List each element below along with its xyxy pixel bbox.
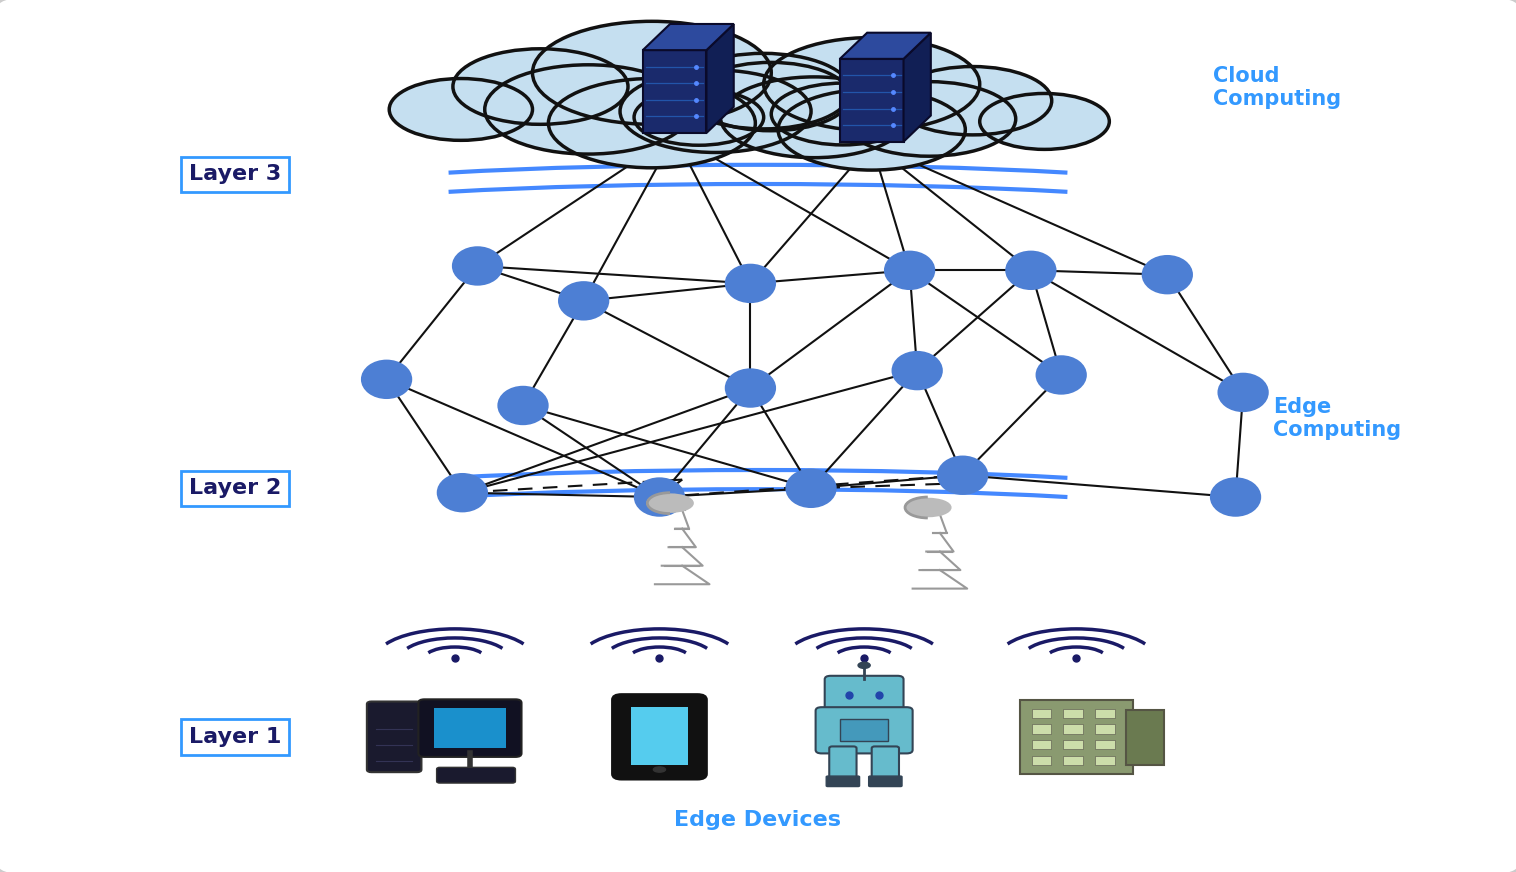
Ellipse shape [893,66,1052,135]
Ellipse shape [620,70,811,153]
Ellipse shape [676,53,850,129]
Ellipse shape [720,77,908,158]
Ellipse shape [549,78,755,167]
FancyBboxPatch shape [1095,708,1116,719]
FancyBboxPatch shape [1063,755,1082,766]
Ellipse shape [1219,374,1267,411]
Ellipse shape [453,49,628,125]
Ellipse shape [1007,252,1055,289]
FancyBboxPatch shape [872,746,899,782]
FancyBboxPatch shape [1063,708,1082,719]
Ellipse shape [885,252,934,289]
Ellipse shape [726,370,775,406]
Polygon shape [643,50,706,133]
Ellipse shape [843,82,1016,156]
Ellipse shape [485,65,691,154]
FancyBboxPatch shape [1063,724,1082,734]
Ellipse shape [764,37,979,131]
Polygon shape [904,32,931,142]
Text: Layer 3: Layer 3 [190,165,280,184]
Ellipse shape [362,361,411,398]
FancyBboxPatch shape [1095,739,1116,750]
FancyBboxPatch shape [826,776,860,787]
Text: Layer 2: Layer 2 [190,479,280,498]
Ellipse shape [635,479,684,515]
FancyBboxPatch shape [434,708,506,748]
FancyBboxPatch shape [1019,699,1132,774]
FancyBboxPatch shape [1031,739,1052,750]
FancyBboxPatch shape [1125,710,1164,766]
Ellipse shape [532,21,772,125]
Ellipse shape [499,387,547,424]
FancyBboxPatch shape [418,699,522,757]
Ellipse shape [726,265,775,302]
FancyBboxPatch shape [1095,755,1116,766]
Ellipse shape [634,89,764,146]
Ellipse shape [778,89,966,170]
Ellipse shape [549,78,755,167]
Ellipse shape [691,63,850,131]
Ellipse shape [438,474,487,511]
Ellipse shape [634,89,764,146]
Ellipse shape [764,37,979,131]
FancyBboxPatch shape [840,719,888,741]
Ellipse shape [390,78,532,140]
Polygon shape [840,59,904,142]
FancyBboxPatch shape [1063,739,1082,750]
Ellipse shape [772,83,914,145]
FancyBboxPatch shape [825,676,904,716]
FancyBboxPatch shape [1031,755,1052,766]
Ellipse shape [653,767,666,773]
Ellipse shape [453,248,502,284]
Ellipse shape [647,494,693,512]
Text: Edge Devices: Edge Devices [675,810,841,829]
Ellipse shape [772,83,914,145]
Text: Layer 1: Layer 1 [190,727,280,746]
Ellipse shape [979,93,1110,149]
Ellipse shape [676,53,850,129]
FancyBboxPatch shape [437,767,515,783]
Polygon shape [840,32,931,59]
Ellipse shape [858,663,870,668]
FancyBboxPatch shape [612,694,706,780]
Ellipse shape [620,70,811,153]
Ellipse shape [778,89,966,170]
Ellipse shape [938,457,987,494]
FancyBboxPatch shape [1031,724,1052,734]
FancyBboxPatch shape [869,776,902,787]
FancyBboxPatch shape [1095,724,1116,734]
Text: Edge
Computing: Edge Computing [1273,397,1402,440]
FancyBboxPatch shape [816,707,913,753]
Ellipse shape [390,78,532,140]
FancyBboxPatch shape [829,746,857,782]
Ellipse shape [1037,357,1085,393]
Ellipse shape [979,93,1110,149]
Polygon shape [643,24,734,50]
Ellipse shape [787,470,835,507]
Text: Cloud
Computing: Cloud Computing [1213,65,1342,109]
Ellipse shape [843,82,1016,156]
FancyBboxPatch shape [367,701,421,773]
Ellipse shape [893,66,1052,135]
Ellipse shape [905,499,951,516]
Ellipse shape [1211,479,1260,515]
Ellipse shape [453,49,628,125]
Ellipse shape [1143,256,1192,293]
Ellipse shape [893,352,941,389]
Polygon shape [706,24,734,133]
FancyBboxPatch shape [1031,708,1052,719]
Ellipse shape [532,21,772,125]
FancyBboxPatch shape [631,706,688,766]
Ellipse shape [559,283,608,319]
Ellipse shape [485,65,691,154]
Ellipse shape [691,63,850,131]
Ellipse shape [720,77,908,158]
